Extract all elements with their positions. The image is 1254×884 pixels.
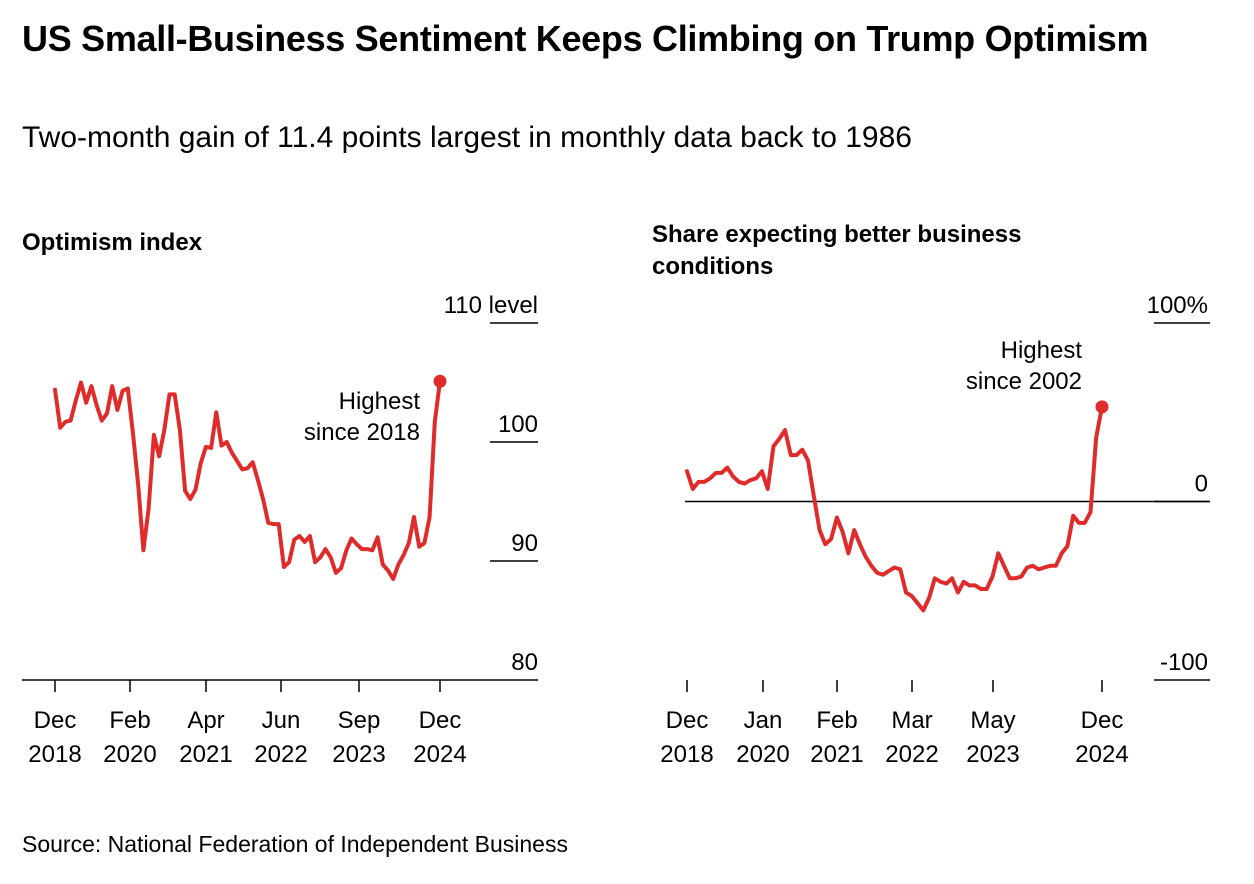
series-line bbox=[685, 404, 1104, 613]
x-tick-label-month: Jun bbox=[262, 707, 301, 734]
optimism-index-panel: Optimism index 110 level 100 90 80 Dec 2018 F… bbox=[22, 229, 538, 768]
x-tick-label-year: 2020 bbox=[103, 741, 156, 768]
x-tick-label-year: 2024 bbox=[1075, 741, 1128, 768]
conditions-annotation-line-1: Highest bbox=[1001, 337, 1083, 364]
business-conditions-panel: Share expecting better business conditio… bbox=[652, 221, 1210, 768]
conditions-y-axis: 100% 0 -100 bbox=[685, 292, 1210, 676]
x-tick-label-month: May bbox=[970, 707, 1015, 734]
optimism-y-axis: 110 level 100 90 80 bbox=[444, 292, 538, 676]
x-tick-label-month: Jan bbox=[744, 707, 783, 734]
y-tick-label: 100 bbox=[498, 411, 538, 438]
x-tick-label-year: 2018 bbox=[28, 741, 81, 768]
latest-value-marker bbox=[433, 374, 447, 388]
x-tick-label-month: Apr bbox=[187, 707, 224, 734]
x-tick-label-year: 2021 bbox=[810, 741, 863, 768]
optimism-annotation: Highest since 2018 bbox=[304, 388, 420, 446]
x-tick-label-month: Dec bbox=[34, 707, 77, 734]
y-tick-label: 80 bbox=[511, 649, 538, 676]
y-tick-label: 0 bbox=[1195, 471, 1208, 498]
optimism-panel-title: Optimism index bbox=[22, 229, 203, 256]
y-tick-label: -100 bbox=[1160, 649, 1208, 676]
conditions-x-axis: Dec 2018 Jan 2020 Feb 2021 Mar 2022 May 2023 Dec 20… bbox=[660, 679, 1210, 768]
conditions-panel-title-line-2: conditions bbox=[652, 253, 773, 280]
latest-value-marker bbox=[1095, 400, 1109, 414]
source-note: Source: National Federation of Independe… bbox=[22, 831, 568, 857]
x-tick-label-month: Dec bbox=[419, 707, 462, 734]
x-tick-label-year: 2022 bbox=[885, 741, 938, 768]
x-tick-label-year: 2020 bbox=[736, 741, 789, 768]
x-tick-label-month: Feb bbox=[816, 707, 857, 734]
x-tick-label-year: 2023 bbox=[966, 741, 1019, 768]
conditions-annotation: Highest since 2002 bbox=[966, 337, 1082, 395]
optimism-annotation-line-1: Highest bbox=[339, 388, 421, 415]
x-tick-label-year: 2023 bbox=[332, 741, 385, 768]
chart-title: US Small-Business Sentiment Keeps Climbi… bbox=[22, 18, 1149, 59]
conditions-annotation-line-2: since 2002 bbox=[966, 368, 1082, 395]
x-tick-label-month: Mar bbox=[891, 707, 932, 734]
x-tick-label-year: 2018 bbox=[660, 741, 713, 768]
series-line bbox=[53, 379, 442, 581]
x-tick-label-year: 2022 bbox=[254, 741, 307, 768]
y-tick-label: 100% bbox=[1147, 292, 1208, 319]
x-tick-label-month: Dec bbox=[666, 707, 709, 734]
optimism-series bbox=[53, 374, 447, 581]
x-tick-label-year: 2024 bbox=[413, 741, 466, 768]
x-tick-label-month: Dec bbox=[1081, 707, 1124, 734]
conditions-panel-title-line-1: Share expecting better business bbox=[652, 221, 1021, 248]
optimism-x-axis: Dec 2018 Feb 2020 Apr 2021 Jun 2022 Sep 2023 Dec 20… bbox=[22, 679, 538, 768]
x-tick-label-month: Feb bbox=[109, 707, 150, 734]
chart-subtitle: Two-month gain of 11.4 points largest in… bbox=[22, 121, 912, 154]
x-tick-label-year: 2021 bbox=[179, 741, 232, 768]
conditions-series bbox=[685, 400, 1109, 613]
x-tick-label-month: Sep bbox=[338, 707, 381, 734]
y-tick-label: 110 level bbox=[444, 292, 538, 319]
y-tick-label: 90 bbox=[511, 530, 538, 557]
optimism-annotation-line-2: since 2018 bbox=[304, 419, 420, 446]
